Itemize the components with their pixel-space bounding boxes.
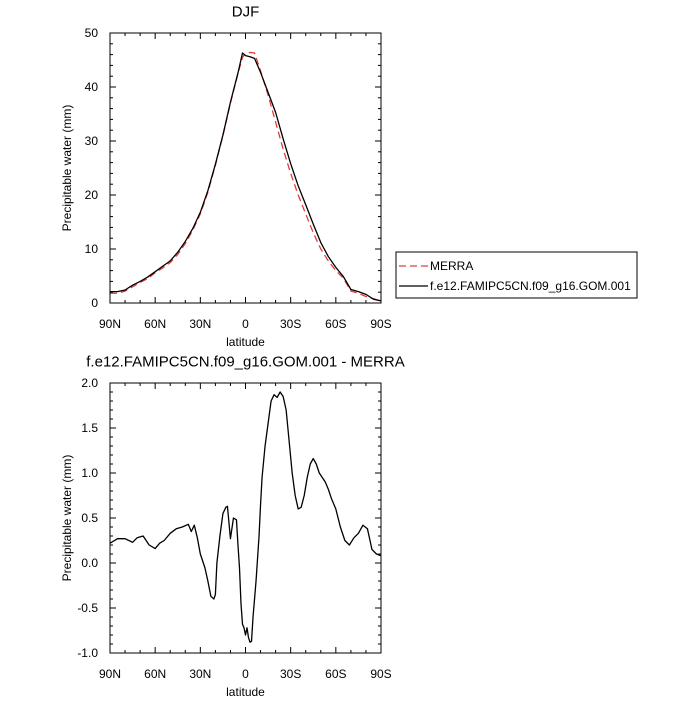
- chart-title: f.e12.FAMIPC5CN.f09_g16.GOM.001 - MERRA: [86, 354, 404, 371]
- legend-label: f.e12.FAMIPC5CN.f09_g16.GOM.001: [430, 279, 631, 293]
- x-tick-label: 90N: [99, 667, 121, 681]
- y-tick-label: 20: [85, 188, 99, 202]
- y-tick-label: 0: [91, 296, 98, 310]
- y-tick-label: 30: [85, 134, 99, 148]
- plot-frame: [109, 32, 382, 304]
- difference-line: [110, 391, 381, 643]
- djf-precipitable-water-panel: 90N 60N 30N 0 30S 60S 90S 0 10 20 30 40 50 DJF latitud…: [60, 4, 638, 349]
- x-tick-label: 60N: [144, 667, 166, 681]
- series-line-model: [110, 52, 381, 302]
- difference-panel: 90N 60N 30N 0 30S 60S 90S -1.0 -0.5 0.0 0.5 1.0 1.5 2…: [60, 354, 405, 700]
- chart-title: DJF: [232, 4, 260, 21]
- y-tick-label: 1.0: [81, 466, 98, 480]
- x-axis-label: latitude: [226, 685, 265, 699]
- x-tick-label: 30N: [189, 667, 211, 681]
- y-tick-label: 40: [85, 80, 99, 94]
- x-tick-label: 0: [242, 667, 249, 681]
- y-tick-label: -1.0: [77, 646, 98, 660]
- plot-frame: [109, 382, 382, 654]
- legend-box: [395, 251, 638, 299]
- x-tick-label: 30S: [280, 667, 301, 681]
- x-tick-label: 60S: [325, 317, 346, 331]
- x-axis-label: latitude: [226, 335, 265, 349]
- legend: MERRA f.e12.FAMIPC5CN.f09_g16.GOM.001: [395, 251, 638, 299]
- y-tick-label: 2.0: [81, 376, 98, 390]
- legend-label: MERRA: [430, 259, 473, 273]
- x-tick-label: 90S: [370, 317, 391, 331]
- y-tick-label: 0.5: [81, 511, 98, 525]
- x-tick-label: 0: [242, 317, 249, 331]
- x-tick-label: 60N: [144, 317, 166, 331]
- x-tick-label: 90N: [99, 317, 121, 331]
- x-tick-label: 30N: [189, 317, 211, 331]
- y-tick-label: -0.5: [77, 601, 98, 615]
- y-tick-label: 10: [85, 242, 99, 256]
- y-axis-label: Precipitable water (mm): [60, 105, 74, 232]
- y-tick-label: 0.0: [81, 556, 98, 570]
- series-line-merra: [110, 51, 381, 302]
- x-tick-label: 60S: [325, 667, 346, 681]
- y-axis-label: Precipitable water (mm): [60, 455, 74, 582]
- y-tick-label: 50: [85, 26, 99, 40]
- y-tick-label: 1.5: [81, 421, 98, 435]
- x-tick-label: 30S: [280, 317, 301, 331]
- x-tick-label: 90S: [370, 667, 391, 681]
